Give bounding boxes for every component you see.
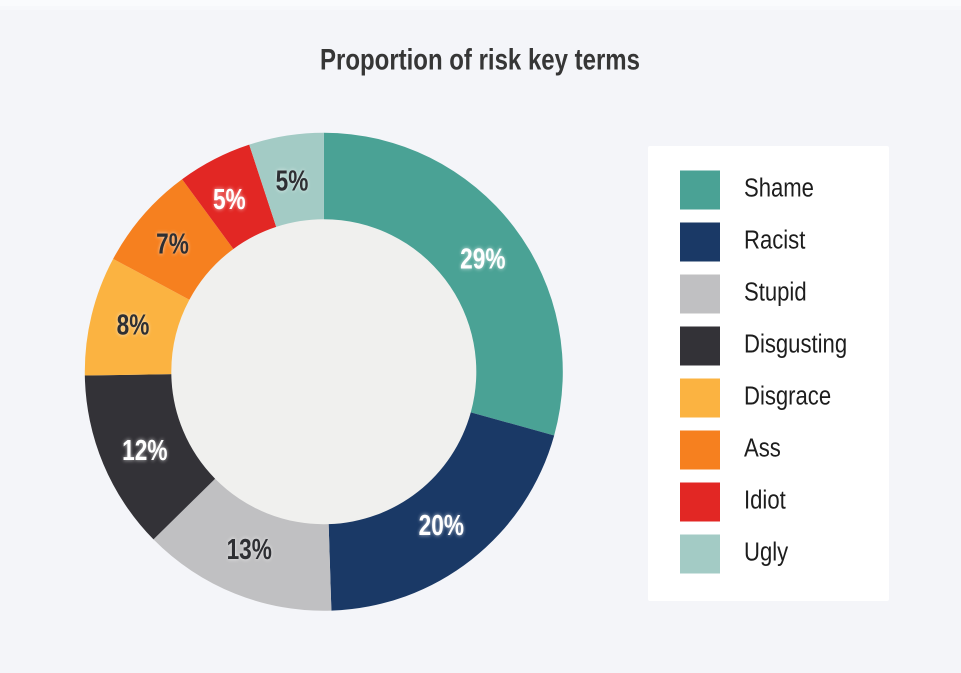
svg-text:12%: 12% (122, 433, 167, 466)
svg-text:Idiot: Idiot (744, 486, 786, 515)
svg-text:Disgusting: Disgusting (744, 330, 847, 359)
svg-text:Proportion of risk key terms: Proportion of risk key terms (320, 42, 640, 76)
svg-text:8%: 8% (117, 308, 150, 341)
svg-text:20%: 20% (419, 508, 464, 541)
svg-text:Racist: Racist (744, 226, 806, 255)
svg-text:Stupid: Stupid (744, 278, 807, 307)
svg-text:Disgrace: Disgrace (744, 382, 831, 411)
svg-text:7%: 7% (156, 227, 189, 260)
svg-text:5%: 5% (213, 182, 246, 215)
svg-text:Shame: Shame (744, 174, 814, 203)
svg-text:Ass: Ass (744, 434, 781, 463)
svg-text:5%: 5% (276, 164, 309, 197)
svg-text:13%: 13% (227, 532, 272, 565)
svg-text:29%: 29% (460, 242, 505, 275)
svg-text:Ugly: Ugly (744, 538, 788, 567)
